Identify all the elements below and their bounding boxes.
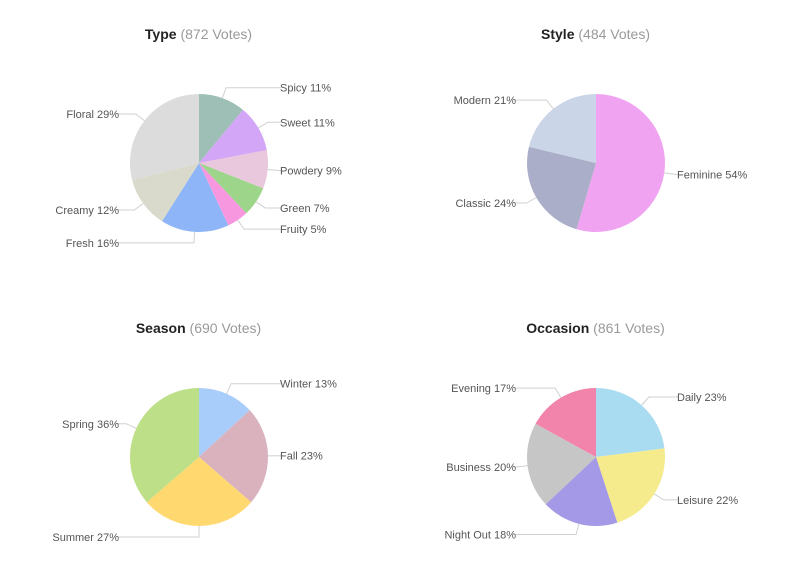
season-pie-chart: Winter 13% Fall 23% Summer 27% Spring 36%: [52, 379, 337, 544]
slice-label-green: Green 7%: [280, 203, 330, 215]
slice-connector-evening: [515, 387, 562, 398]
slice-connector-spring: [118, 423, 137, 429]
pie-slice-fall[interactable]: [199, 410, 269, 503]
chart-title: Type (872 Votes): [0, 26, 397, 42]
slice-label-winter: Winter 13%: [280, 379, 337, 391]
type-chart-panel: Type (872 Votes) Spicy 11% Sweet 11% Powde…: [0, 0, 397, 294]
chart-title-name: Style: [541, 26, 575, 42]
chart-title-name: Season: [135, 320, 186, 336]
slice-label-night-out: Night Out 18%: [444, 529, 516, 541]
slice-connector-winter: [226, 383, 281, 394]
slice-connector-sweet: [258, 121, 281, 129]
slice-connector-fruity: [237, 219, 281, 230]
chart-title-name: Type: [144, 26, 177, 42]
slice-label-spring: Spring 36%: [62, 419, 119, 431]
slice-label-feminine: Feminine 54%: [677, 169, 748, 181]
chart-vote-count: (484 Votes): [578, 26, 650, 42]
pie-slice-fresh[interactable]: [162, 163, 229, 232]
slice-label-fall: Fall 23%: [280, 451, 323, 463]
slice-connector-modern: [515, 99, 554, 110]
style-pie-chart: Feminine 54% Classic 24% Modern 21%: [454, 94, 748, 233]
chart-title: Occasion (861 Votes): [397, 320, 794, 336]
slice-connector-feminine: [664, 172, 678, 175]
slice-connector-fresh: [118, 231, 196, 244]
slice-label-fruity: Fruity 5%: [280, 224, 327, 236]
pie-slice-modern[interactable]: [528, 94, 596, 163]
slice-label-modern: Modern 21%: [454, 95, 517, 107]
slice-label-creamy: Creamy 12%: [55, 205, 119, 217]
chart-title: Style (484 Votes): [397, 26, 794, 42]
slice-label-summer: Summer 27%: [52, 532, 119, 544]
slice-label-powdery: Powdery 9%: [280, 166, 342, 178]
pie-slice-business[interactable]: [526, 423, 596, 505]
pie-slice-night-out[interactable]: [545, 457, 618, 526]
pie-slice-feminine[interactable]: [576, 94, 665, 233]
pie-slice-spring[interactable]: [129, 388, 199, 503]
pie-slice-powdery[interactable]: [199, 150, 268, 189]
pie-slice-daily[interactable]: [596, 388, 665, 457]
type-pie-chart: Spicy 11% Sweet 11% Powdery 9% Green 7% Frui…: [55, 83, 342, 250]
chart-vote-count: (861 Votes): [593, 320, 665, 336]
slice-label-leisure: Leisure 22%: [677, 495, 738, 507]
chart-title-name: Occasion: [526, 320, 590, 336]
slice-label-sweet: Sweet 11%: [280, 117, 335, 129]
pie-slice-green[interactable]: [199, 163, 264, 214]
pie-slice-evening[interactable]: [535, 388, 596, 457]
pie-slice-spicy[interactable]: [199, 94, 243, 163]
pie-slice-creamy[interactable]: [132, 163, 199, 222]
slice-connector-business: [515, 465, 528, 468]
pie-slice-leisure[interactable]: [596, 448, 666, 523]
slice-connector-spicy: [221, 87, 281, 99]
chart-vote-count: (872 Votes): [180, 26, 253, 42]
slice-connector-daily: [641, 396, 678, 406]
slice-label-floral: Floral 29%: [66, 109, 119, 121]
pie-slice-winter[interactable]: [199, 388, 250, 457]
slice-connector-classic: [515, 197, 537, 204]
slice-label-business: Business 20%: [446, 462, 516, 474]
slice-label-daily: Daily 23%: [677, 392, 727, 404]
slice-connector-floral: [118, 113, 145, 122]
slice-connector-creamy: [118, 203, 144, 211]
chart-vote-count: (690 Votes): [189, 320, 262, 336]
chart-title: Season (690 Votes): [0, 320, 397, 336]
slice-connector-summer: [118, 526, 200, 538]
slice-label-fresh: Fresh 16%: [66, 238, 119, 250]
occasion-pie-chart: Daily 23% Leisure 22% Night Out 18% Busines…: [444, 383, 738, 541]
slice-connector-night-out: [515, 523, 580, 535]
pie-slice-classic[interactable]: [527, 146, 596, 230]
occasion-chart-panel: Occasion (861 Votes) Daily 23% Leisure 22…: [397, 294, 794, 588]
season-chart-panel: Season (690 Votes) Winter 13% Fall 23% Sum…: [0, 294, 397, 588]
slice-connector-powdery: [267, 168, 281, 172]
slice-label-evening: Evening 17%: [451, 383, 516, 395]
pie-slice-fruity[interactable]: [199, 163, 247, 226]
slice-connector-green: [255, 201, 281, 209]
style-chart-panel: Style (484 Votes) Feminine 54% Classic 24…: [397, 0, 794, 294]
pie-slice-sweet[interactable]: [199, 109, 267, 163]
slice-connector-leisure: [653, 493, 678, 501]
pie-slice-floral[interactable]: [130, 94, 199, 181]
slice-label-classic: Classic 24%: [455, 198, 516, 210]
slice-label-spicy: Spicy 11%: [280, 83, 331, 95]
pie-slice-summer[interactable]: [146, 457, 252, 527]
